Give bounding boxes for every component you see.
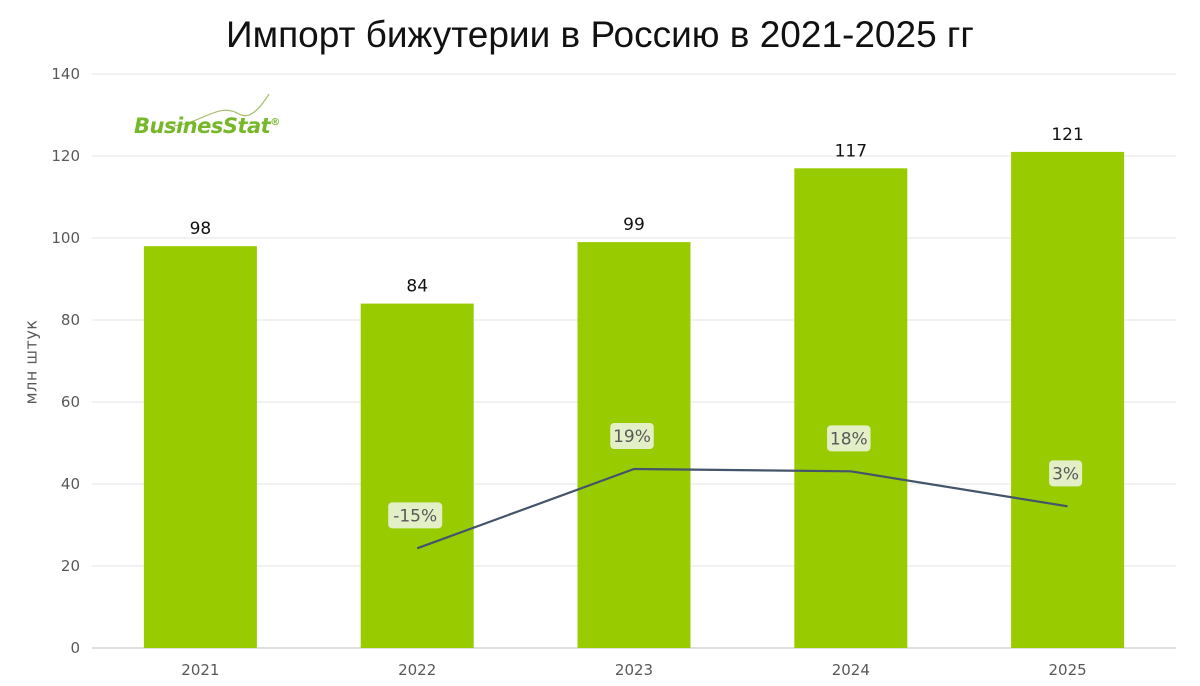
growth-label-box [827, 425, 871, 452]
x-tick-label: 2021 [181, 661, 219, 679]
growth-line [416, 467, 1068, 550]
bar-value-label: 121 [1051, 125, 1083, 145]
x-tick-label: 2025 [1049, 661, 1087, 679]
chart-title: Импорт бижутерии в Россию в 2021-2025 гг [226, 14, 974, 55]
data-labels: 98 84 99 117 121 [190, 125, 1084, 297]
bar-value-label: 117 [835, 141, 867, 161]
growth-label-box [388, 502, 443, 529]
growth-label: 18% [830, 429, 868, 449]
x-tick-label: 2022 [398, 661, 436, 679]
x-tick-label: 2024 [832, 661, 870, 679]
businesstat-logo: BusinesStat® [134, 92, 284, 148]
growth-label-box [610, 423, 654, 449]
y-tick-label: 120 [51, 147, 80, 165]
growth-label-box [1049, 460, 1083, 487]
y-tick-label: 100 [51, 229, 80, 247]
bar-value-label: 84 [406, 277, 428, 297]
bar-2025 [1011, 151, 1125, 648]
y-tick-label: 0 [70, 639, 80, 657]
growth-label: 3% [1052, 464, 1079, 484]
bar-2022 [360, 303, 474, 648]
x-tick-label: 2023 [615, 661, 653, 679]
growth-label: 19% [613, 427, 651, 447]
bar-value-label: 99 [623, 215, 645, 235]
y-tick-label: 80 [61, 311, 80, 329]
bar-2021 [143, 246, 257, 648]
y-axis-ticks: 0 20 40 60 80 100 120 140 [51, 65, 80, 657]
bar-value-label: 98 [190, 219, 212, 239]
y-tick-label: 60 [61, 393, 80, 411]
logo-swoosh-icon [173, 93, 270, 127]
y-tick-label: 40 [61, 475, 80, 493]
x-axis-ticks: 2021 2022 2023 2024 2025 [181, 661, 1086, 679]
bar-2024 [794, 168, 908, 649]
growth-line-layer: -15% 19% 18% 3% [388, 423, 1083, 550]
growth-label: -15% [393, 506, 437, 526]
y-tick-label: 140 [51, 65, 80, 83]
y-tick-label: 20 [61, 557, 80, 575]
logo-text: BusinesStat® [134, 114, 280, 138]
